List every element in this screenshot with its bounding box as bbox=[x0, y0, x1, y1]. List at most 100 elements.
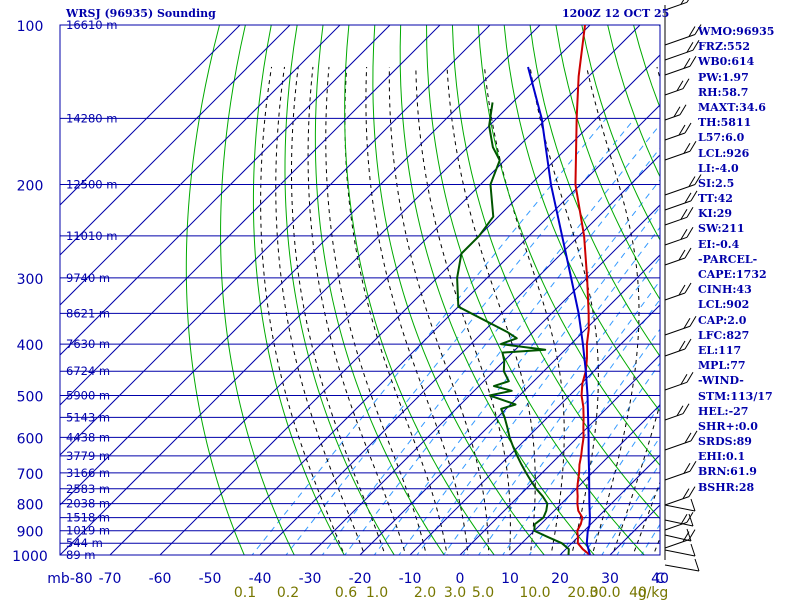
mixing-ratio-label: 0.6 bbox=[335, 585, 357, 600]
profile-traces bbox=[456, 25, 592, 555]
wind-barb-flag bbox=[686, 0, 689, 3]
temperature-tick-label: 40 bbox=[651, 571, 669, 587]
wind-barb bbox=[664, 88, 684, 96]
wind-barb-flag bbox=[683, 462, 691, 474]
pressure-tick-label: 600 bbox=[17, 431, 44, 447]
wind-barb-flag bbox=[686, 207, 694, 218]
indices-panel: WMO:96935 FRZ:552 WB0:614 PW:1.97 RH:58.7 MAX… bbox=[698, 24, 798, 495]
index-value: LI:-4.0 bbox=[698, 161, 739, 175]
height-label: 89 m bbox=[66, 548, 96, 562]
mixing-ratio-label: 40 bbox=[629, 585, 647, 600]
wind-barb bbox=[664, 65, 691, 76]
temperature-tick-label: 10 bbox=[501, 571, 519, 587]
wind-barb-flag bbox=[689, 460, 697, 472]
wind-barb-flag bbox=[680, 374, 688, 385]
isotherm-line bbox=[359, 254, 660, 555]
wind-barb-flag bbox=[676, 405, 684, 416]
pressure-tick-label: 100 bbox=[17, 19, 44, 35]
wind-barb bbox=[664, 549, 696, 557]
wind-barb-flag bbox=[683, 57, 691, 69]
moist-adiabat-line bbox=[275, 66, 366, 555]
wind-barb bbox=[664, 1, 688, 11]
wind-barb-flag bbox=[684, 192, 692, 204]
dry-adiabat-line bbox=[314, 25, 445, 555]
dry-adiabat-line bbox=[372, 25, 545, 555]
temperature-tick-label: mb-80 bbox=[47, 571, 92, 587]
wind-barb bbox=[664, 184, 696, 196]
index-value: SI:2.5 bbox=[698, 176, 735, 190]
index-value: LFC:827 bbox=[698, 328, 750, 342]
wind-barb-flag bbox=[684, 282, 692, 294]
isotherm-line bbox=[60, 25, 441, 406]
wind-barb-flag bbox=[683, 142, 691, 154]
wind-barb-flag bbox=[686, 372, 694, 383]
index-value: SRDS:89 bbox=[698, 435, 752, 449]
height-label: 544 m bbox=[66, 536, 103, 550]
wind-barb-flag bbox=[678, 284, 686, 296]
index-value: LCL:926 bbox=[698, 146, 750, 160]
mixing-ratio-label: 20.0 bbox=[567, 585, 598, 600]
pressure-tick-label: 500 bbox=[17, 389, 44, 405]
mixing-ratio-label: 0.1 bbox=[234, 585, 256, 600]
dry-adiabat-line bbox=[426, 25, 645, 555]
wind-barb-flag bbox=[682, 78, 690, 89]
temperature-tick-label: -50 bbox=[199, 571, 222, 587]
index-value: WMO:96935 bbox=[698, 25, 775, 38]
index-value: MPL:77 bbox=[698, 359, 746, 373]
isotherm-line bbox=[459, 354, 660, 555]
wind-barb-flag bbox=[689, 55, 697, 67]
moist-adiabat-line bbox=[365, 66, 469, 555]
temperature-tick-label: -20 bbox=[349, 571, 372, 587]
chart-title: WRSJ (96935) Sounding bbox=[66, 7, 216, 20]
moist-adiabat-line bbox=[388, 66, 490, 555]
wind-barb bbox=[664, 49, 694, 61]
wind-barb-flag bbox=[688, 26, 696, 37]
wind-barb bbox=[664, 504, 696, 512]
wind-barb-flag bbox=[690, 543, 696, 557]
wind-barb-flag bbox=[694, 558, 700, 572]
index-value: L57:6.0 bbox=[698, 131, 745, 145]
wind-barb-flag bbox=[684, 338, 692, 350]
index-value: BRN:61.9 bbox=[698, 465, 757, 479]
wind-barb-flag bbox=[686, 227, 694, 238]
dewpoint-trace bbox=[456, 102, 570, 555]
index-value: STM:113/17 bbox=[698, 389, 773, 403]
moist-adiabat-line bbox=[529, 66, 599, 555]
pressure-tick-label: 300 bbox=[17, 272, 44, 288]
dry-adiabat-line bbox=[185, 25, 245, 555]
wind-barb bbox=[664, 34, 696, 46]
wind-barb-flag bbox=[682, 488, 690, 499]
temperature-unit-label: C bbox=[655, 571, 665, 587]
index-value: CAPE:1732 bbox=[698, 268, 767, 281]
height-label: 6724 m bbox=[66, 364, 110, 378]
wind-barb bbox=[664, 413, 684, 421]
isotherm-line bbox=[60, 25, 591, 555]
height-label: 11010 m bbox=[66, 229, 117, 243]
temperature-tick-label: -10 bbox=[399, 571, 422, 587]
height-label: 5900 m bbox=[66, 388, 110, 402]
wind-barb bbox=[664, 564, 700, 572]
pressure-tick-label: 400 bbox=[17, 338, 44, 354]
index-value: TH:5811 bbox=[698, 116, 752, 130]
wind-barb-flag bbox=[684, 122, 692, 134]
mixing-ratio-line bbox=[373, 179, 660, 555]
wind-barb-flag bbox=[680, 209, 688, 220]
isotherm-line bbox=[409, 304, 660, 555]
dry-adiabat-line bbox=[503, 25, 660, 413]
mixing-ratio-label: 1.0 bbox=[366, 585, 388, 600]
height-label: 4438 m bbox=[66, 430, 110, 444]
mixing-ratio-label: 2.0 bbox=[414, 585, 436, 600]
isobars bbox=[59, 24, 661, 556]
pressure-tick-label: 200 bbox=[17, 179, 44, 195]
wind-barb bbox=[664, 539, 690, 549]
mixing-ratio-label: 10.0 bbox=[519, 585, 550, 600]
wind-barb-flag bbox=[694, 174, 702, 185]
wind-barb bbox=[664, 440, 692, 451]
wind-barb-flag bbox=[686, 41, 694, 53]
dry-adiabat-line bbox=[220, 25, 295, 555]
isotherm-line bbox=[60, 25, 291, 256]
mixing-ratio-label: 3.0 bbox=[444, 585, 466, 600]
moist-adiabat-line bbox=[260, 66, 345, 555]
wind-barb-flag bbox=[679, 104, 687, 116]
